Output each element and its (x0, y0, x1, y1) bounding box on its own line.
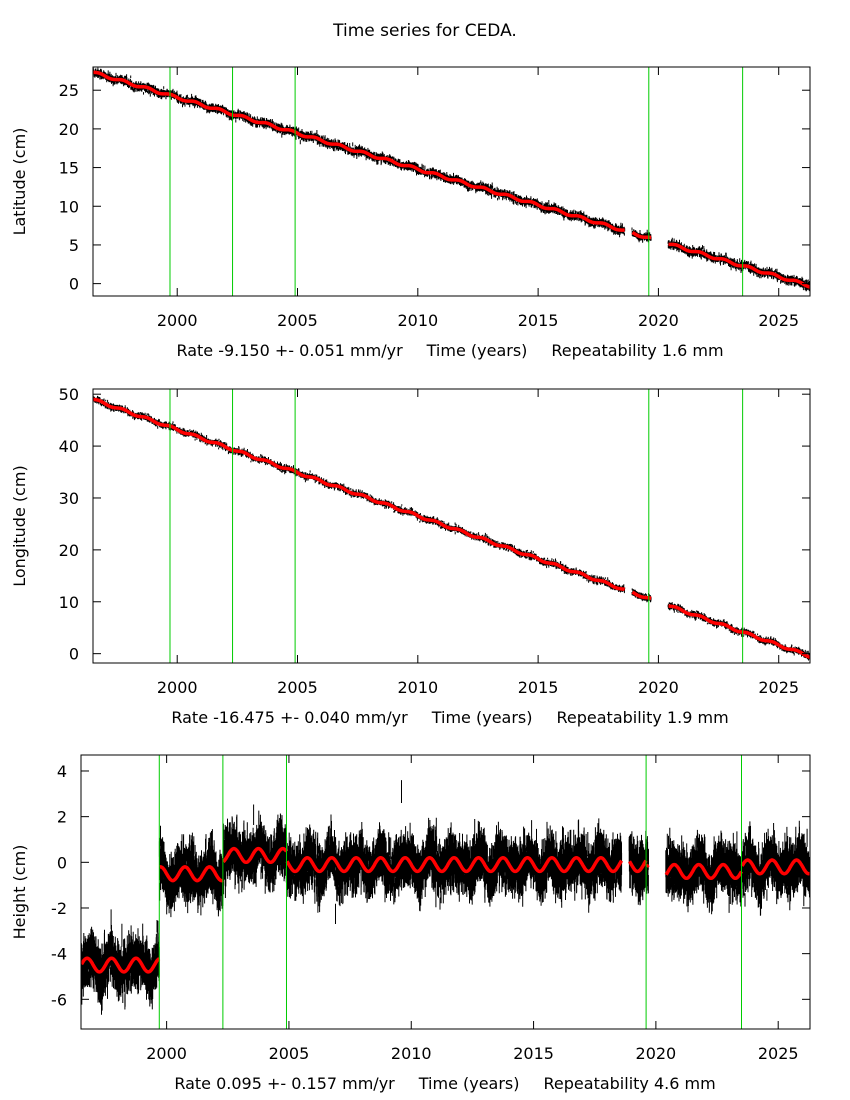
height-y-tick-label: 0 (57, 853, 67, 872)
longitude-model-curve (93, 397, 810, 659)
height-x-tick-label: 2020 (636, 1044, 677, 1063)
height-rate-text: Rate 0.095 +- 0.157 mm/yr (174, 1074, 395, 1093)
latitude-x-tick-label: 2005 (277, 311, 318, 330)
longitude-x-tick-label: 2005 (277, 678, 318, 697)
latitude-x-tick-label: 2015 (518, 311, 559, 330)
height-y-tick-label: 4 (57, 762, 67, 781)
longitude-x-tick-label: 2010 (397, 678, 438, 697)
longitude-y-tick-label: 0 (69, 645, 79, 664)
height-x-caption: Rate 0.095 +- 0.157 mm/yr Time (years) Rep… (174, 1074, 715, 1093)
page-title: Time series for CEDA. (333, 21, 517, 41)
height-y-tick-label: -6 (51, 990, 67, 1009)
latitude-x-tick-label: 2020 (638, 311, 679, 330)
latitude-x-caption: Rate -9.150 +- 0.051 mm/yr Time (years) Re… (176, 341, 723, 360)
latitude-model-curve (93, 70, 810, 289)
longitude-plot-area (93, 395, 810, 661)
height-y-axis-label: Height (cm) (10, 845, 29, 940)
height-repeatability-text: Repeatability 4.6 mm (544, 1074, 716, 1093)
height-x-tick-label: 2000 (146, 1044, 187, 1063)
height-y-tick-label: 2 (57, 808, 67, 827)
latitude-y-tick-label: 5 (69, 236, 79, 255)
height-x-tick-label: 2015 (513, 1044, 554, 1063)
height-x-tick-label: 2025 (758, 1044, 799, 1063)
longitude-y-tick-label: 30 (59, 489, 79, 508)
longitude-repeatability-text: Repeatability 1.9 mm (557, 708, 729, 727)
height-y-tick-label: -2 (51, 899, 67, 918)
latitude-x-tick-label: 2000 (157, 311, 198, 330)
height-x-axis-label: Time (years) (418, 1074, 520, 1093)
longitude-x-axis-label: Time (years) (431, 708, 533, 727)
latitude-y-tick-label: 15 (59, 159, 79, 178)
latitude-x-tick-label: 2010 (397, 311, 438, 330)
longitude-y-tick-label: 20 (59, 541, 79, 560)
height-panel: 2000 2005 2010 2015 2020 2025 4 2 0 -2 -4 -6 Height … (10, 754, 811, 1093)
longitude-x-caption: Rate -16.475 +- 0.040 mm/yr Time (years) R… (171, 708, 728, 727)
longitude-x-tick-label: 2025 (758, 678, 799, 697)
latitude-y-axis-label: Latitude (cm) (10, 128, 29, 236)
latitude-y-tick-label: 0 (69, 275, 79, 294)
latitude-x-tick-label: 2025 (758, 311, 799, 330)
height-plot-frame (80, 754, 811, 1030)
height-y-tick-label: -4 (51, 945, 67, 964)
latitude-repeatability-text: Repeatability 1.6 mm (551, 341, 723, 360)
longitude-panel: 2000 2005 2010 2015 2020 2025 0 10 20 30 40 50 Longi… (10, 385, 811, 727)
latitude-rate-text: Rate -9.150 +- 0.051 mm/yr (176, 341, 403, 360)
latitude-plot-area (93, 67, 810, 292)
longitude-x-tick-label: 2015 (518, 678, 559, 697)
height-model-curve (81, 846, 810, 974)
latitude-x-axis-label: Time (years) (426, 341, 528, 360)
longitude-plot-frame (92, 388, 811, 664)
longitude-y-axis-label: Longitude (cm) (10, 465, 29, 587)
longitude-y-tick-label: 40 (59, 437, 79, 456)
longitude-rate-text: Rate -16.475 +- 0.040 mm/yr (171, 708, 408, 727)
height-x-tick-label: 2010 (391, 1044, 432, 1063)
longitude-y-tick-label: 10 (59, 593, 79, 612)
latitude-y-tick-label: 10 (59, 197, 79, 216)
latitude-y-tick-label: 25 (59, 81, 79, 100)
height-data-points (81, 780, 810, 1015)
longitude-x-tick-label: 2000 (157, 678, 198, 697)
longitude-y-tick-label: 50 (59, 385, 79, 404)
longitude-x-tick-label: 2020 (638, 678, 679, 697)
latitude-y-tick-label: 20 (59, 120, 79, 139)
height-x-tick-label: 2005 (269, 1044, 310, 1063)
height-plot-area (81, 780, 810, 1015)
latitude-plot-frame (92, 66, 811, 297)
latitude-panel: 2000 2005 2010 2015 2020 20250510152025Latitu… (10, 66, 811, 360)
